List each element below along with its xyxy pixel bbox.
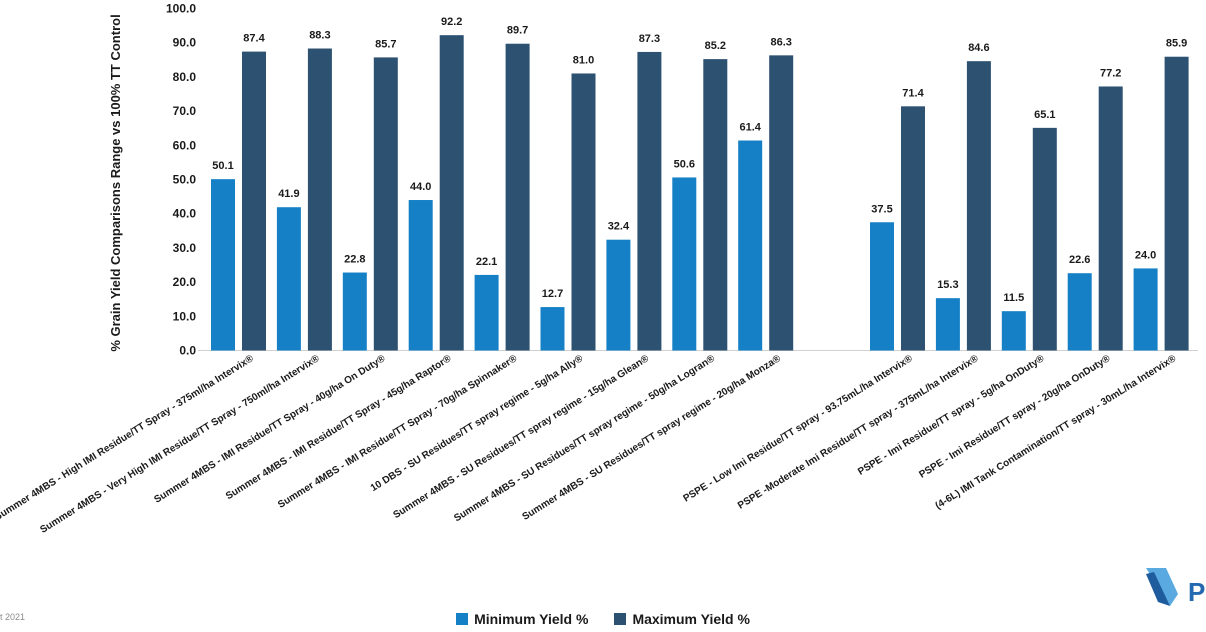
data-label: 92.2 xyxy=(441,16,462,28)
bar-max xyxy=(242,51,266,351)
data-label: 87.3 xyxy=(639,33,660,45)
y-tick-label: 50.0 xyxy=(173,173,197,187)
y-tick-label: 100.0 xyxy=(166,2,196,16)
legend: Minimum Yield % Maximum Yield % xyxy=(0,611,1206,627)
bar-max xyxy=(307,48,332,351)
data-label: 85.7 xyxy=(375,38,396,50)
legend-label-min: Minimum Yield % xyxy=(474,611,589,627)
legend-swatch-min xyxy=(456,613,469,625)
y-tick-label: 90.0 xyxy=(173,36,197,50)
bar-max xyxy=(901,106,925,351)
y-tick-label: 0.0 xyxy=(179,344,196,358)
logo-icon: P xyxy=(1146,568,1205,607)
bar-max xyxy=(505,43,530,351)
category-labels: Summer 4MBS - High IMI Residue/TT Spray … xyxy=(0,353,1179,536)
y-tick-label: 60.0 xyxy=(173,138,197,152)
y-tick-label: 70.0 xyxy=(173,104,197,118)
data-label: 89.7 xyxy=(507,25,528,37)
data-label: 37.5 xyxy=(871,203,892,215)
bar-min xyxy=(540,307,565,351)
data-label: 85.2 xyxy=(705,40,726,52)
copyright-note: t 2021 xyxy=(0,612,26,622)
y-tick-label: 40.0 xyxy=(173,207,197,221)
data-label: 15.3 xyxy=(937,279,958,291)
bar-max xyxy=(769,55,794,351)
category-label: (4-6L) IMI Tank Contamination/TT spray -… xyxy=(933,353,1178,512)
bar-max xyxy=(703,59,728,351)
data-label: 22.6 xyxy=(1069,254,1090,266)
bar-max xyxy=(373,57,398,351)
bar-min xyxy=(408,200,433,351)
category-label: PSPE - Low Imi Residue/TT spray - 93.75m… xyxy=(681,353,915,505)
bars xyxy=(211,35,1189,351)
data-label: 88.3 xyxy=(309,30,330,42)
bar-min xyxy=(870,222,894,351)
category-label: Summer 4MBS - IMI Residue/TT Spray - 70g… xyxy=(276,353,520,511)
legend-swatch-max xyxy=(614,613,627,625)
bar-max xyxy=(1032,127,1057,351)
bar-min xyxy=(606,239,631,351)
category-label: Summer 4MBS - SU Residues/TT spray regim… xyxy=(391,353,651,521)
bar-max xyxy=(1164,56,1189,351)
bar-min xyxy=(935,298,960,351)
data-label: 41.9 xyxy=(278,188,299,200)
data-label: 84.6 xyxy=(968,42,989,54)
y-tick-label: 20.0 xyxy=(173,275,197,289)
bar-max xyxy=(571,73,596,351)
legend-label-max: Maximum Yield % xyxy=(632,611,750,627)
bar-min xyxy=(672,177,697,351)
bar-min xyxy=(1133,268,1158,351)
bar-min xyxy=(474,274,499,351)
data-label: 87.4 xyxy=(243,33,265,45)
legend-item-min: Minimum Yield % xyxy=(456,611,588,627)
logo-letter: P xyxy=(1188,577,1205,607)
data-label: 61.4 xyxy=(739,122,761,134)
y-tick-label: 80.0 xyxy=(173,70,197,84)
data-label: 44.0 xyxy=(410,181,431,193)
data-label: 71.4 xyxy=(902,87,924,99)
bar-min xyxy=(342,272,367,351)
bar-max xyxy=(1098,86,1123,351)
category-label: Summer 4MBS - IMI Residue/TT Spray - 40g… xyxy=(152,353,388,506)
bar-min xyxy=(1001,311,1026,351)
legend-item-max: Maximum Yield % xyxy=(614,611,750,627)
data-label: 86.3 xyxy=(770,36,791,48)
company-logo: P xyxy=(1144,566,1206,613)
bar-min xyxy=(738,140,763,351)
data-label: 22.8 xyxy=(344,254,365,266)
data-labels: 50.1 87.4 41.9 88.3 22.8 85.7 44.0 92.2 22.1 89.7… xyxy=(212,16,1187,304)
y-tick-label: 30.0 xyxy=(173,241,197,255)
y-axis-label: % Grain Yield Comparisons Range vs 100% … xyxy=(108,14,123,351)
y-axis-ticks: 0.0 10.0 20.0 30.0 40.0 50.0 60.0 70.0 80.0 90.0 1… xyxy=(166,2,196,358)
data-label: 65.1 xyxy=(1034,109,1055,121)
y-tick-label: 10.0 xyxy=(173,309,197,323)
bar-min xyxy=(1067,273,1092,351)
data-label: 11.5 xyxy=(1003,292,1024,304)
data-label: 81.0 xyxy=(573,54,594,66)
data-label: 24.0 xyxy=(1135,249,1156,261)
data-label: 50.1 xyxy=(212,160,233,172)
category-label: Summer 4MBS - IMI Residue/TT Spray - 45g… xyxy=(224,353,454,502)
data-label: 32.4 xyxy=(608,221,630,233)
bar-max xyxy=(966,61,991,351)
data-label: 85.9 xyxy=(1166,38,1187,50)
bar-max xyxy=(439,35,464,351)
bar-min xyxy=(211,179,235,351)
data-label: 12.7 xyxy=(542,288,563,300)
data-label: 77.2 xyxy=(1100,67,1121,79)
bar-min xyxy=(276,207,301,351)
data-label: 22.1 xyxy=(476,256,497,268)
bar-max xyxy=(637,51,662,351)
category-label: PSPE -Moderate Imi Residue/TT spray - 37… xyxy=(736,353,981,512)
data-label: 50.6 xyxy=(674,158,695,170)
category-label: Summer 4MBS - High IMI Residue/TT Spray … xyxy=(0,353,256,523)
